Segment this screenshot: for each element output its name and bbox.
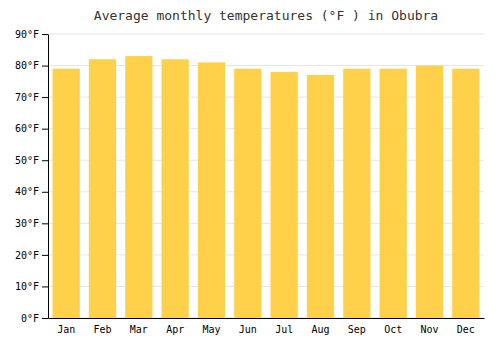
y-tick: 70°F <box>15 92 48 103</box>
y-tick-mark <box>42 34 48 35</box>
y-tick: 30°F <box>15 218 48 229</box>
x-tick-label: Jun <box>239 324 257 335</box>
bars <box>53 56 480 318</box>
grid-line <box>48 34 484 35</box>
x-axis: Jan Feb Mar Apr May Jun Jul Aug Sep Oct Nov Dec <box>49 318 485 335</box>
x-tick: Jun <box>239 318 257 335</box>
y-tick: 90°F <box>15 29 48 40</box>
plot: 0°F 10°F 20°F 30°F 40°F 50°F 60°F 70°F 80°F 90°F J… <box>15 29 485 335</box>
y-tick-label: 0°F <box>21 313 39 324</box>
y-tick: 20°F <box>15 250 48 261</box>
x-tick: Aug <box>311 318 329 335</box>
y-axis: 0°F 10°F 20°F 30°F 40°F 50°F 60°F 70°F 80°F 90°F <box>15 29 49 324</box>
y-tick-label: 80°F <box>15 60 39 71</box>
x-tick: May <box>202 318 220 335</box>
x-axis-line <box>49 318 485 319</box>
y-tick: 10°F <box>15 281 48 292</box>
x-tick: Mar <box>130 318 148 335</box>
x-tick: Jul <box>275 318 293 335</box>
x-tick: Sep <box>348 318 366 335</box>
x-tick-label: Mar <box>130 324 148 335</box>
y-tick-label: 60°F <box>15 123 39 134</box>
y-tick-mark <box>42 223 48 224</box>
y-tick-mark <box>42 129 48 130</box>
y-tick-mark <box>42 160 48 161</box>
y-tick-label: 20°F <box>15 250 39 261</box>
y-tick-mark <box>42 192 48 193</box>
y-tick-mark <box>42 255 48 256</box>
bar <box>198 62 225 318</box>
y-tick-label: 70°F <box>15 92 39 103</box>
bar <box>271 72 298 318</box>
bar <box>89 59 116 318</box>
x-tick: Apr <box>166 318 184 335</box>
bar <box>380 69 407 318</box>
x-tick: Nov <box>420 318 438 335</box>
y-tick-label: 40°F <box>15 186 39 197</box>
x-tick-label: Apr <box>166 324 184 335</box>
chart: 0°F 10°F 20°F 30°F 40°F 50°F 60°F 70°F 80°F 90°F J… <box>0 0 500 350</box>
bar <box>53 69 80 318</box>
bar <box>307 75 334 318</box>
bar <box>162 59 189 318</box>
y-tick: 40°F <box>15 186 48 197</box>
grid <box>48 34 484 318</box>
bar <box>452 69 479 318</box>
y-tick-mark <box>42 318 48 319</box>
bar <box>343 69 370 318</box>
bar <box>416 66 443 318</box>
x-tick: Jan <box>57 318 75 335</box>
y-tick-label: 90°F <box>15 29 39 40</box>
x-tick-label: Jul <box>275 324 293 335</box>
x-tick: Oct <box>384 318 402 335</box>
x-tick-label: Nov <box>420 324 438 335</box>
y-tick-mark <box>42 97 48 98</box>
x-tick-label: May <box>202 324 220 335</box>
y-tick: 0°F <box>21 313 48 324</box>
y-tick-mark <box>42 286 48 287</box>
y-tick: 60°F <box>15 123 48 134</box>
y-tick-label: 10°F <box>15 281 39 292</box>
x-tick-label: Sep <box>348 324 366 335</box>
x-tick-label: Jan <box>57 324 75 335</box>
y-tick-label: 50°F <box>15 155 39 166</box>
y-axis-line <box>48 35 49 319</box>
y-tick: 50°F <box>15 155 48 166</box>
bar <box>234 69 261 318</box>
x-tick: Dec <box>457 318 475 335</box>
x-tick-label: Aug <box>311 324 329 335</box>
title: Average monthly temperatures (°F ) in Ob… <box>94 8 438 23</box>
x-tick: Feb <box>93 318 111 335</box>
y-tick-label: 30°F <box>15 218 39 229</box>
x-tick-label: Oct <box>384 324 402 335</box>
x-tick-label: Feb <box>93 324 111 335</box>
x-tick-label: Dec <box>457 324 475 335</box>
y-tick-mark <box>42 66 48 67</box>
y-tick: 80°F <box>15 60 48 71</box>
bar <box>125 56 152 318</box>
